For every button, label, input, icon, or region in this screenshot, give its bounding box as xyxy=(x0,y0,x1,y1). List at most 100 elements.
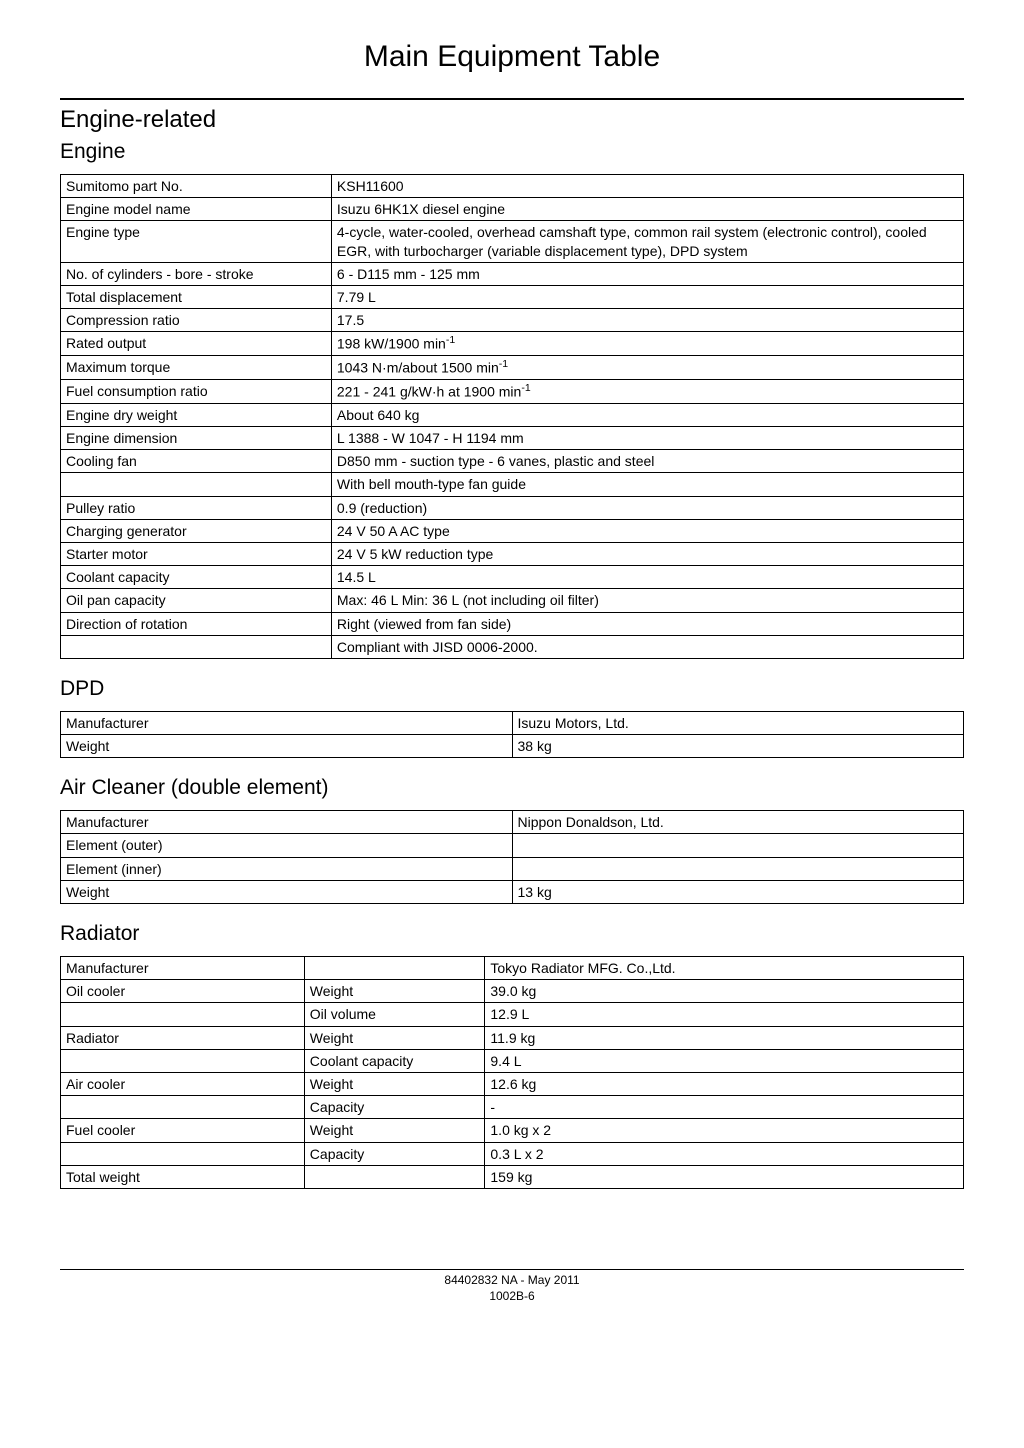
cell-label: No. of cylinders - bore - stroke xyxy=(61,262,332,285)
table-row: Air coolerWeight12.6 kg xyxy=(61,1072,964,1095)
radiator-table: Manufacturer Tokyo Radiator MFG. Co.,Ltd.… xyxy=(60,956,964,1189)
table-row: RadiatorWeight11.9 kg xyxy=(61,1026,964,1049)
cell xyxy=(61,1142,305,1165)
table-row: Sumitomo part No.KSH11600 xyxy=(61,175,964,198)
cell-label: Engine type xyxy=(61,221,332,262)
cell: Oil volume xyxy=(304,1003,485,1026)
table-row: Cooling fanD850 mm - suction type - 6 va… xyxy=(61,450,964,473)
cell: 159 kg xyxy=(485,1165,964,1188)
cell-label: Element (outer) xyxy=(61,834,513,857)
table-row: Total weight 159 kg xyxy=(61,1165,964,1188)
table-row: Weight13 kg xyxy=(61,880,964,903)
cell: 39.0 kg xyxy=(485,980,964,1003)
footer-line1: 84402832 NA - May 2011 xyxy=(60,1273,964,1289)
cell-label: Direction of rotation xyxy=(61,612,332,635)
cell xyxy=(61,1049,305,1072)
page-title: Main Equipment Table xyxy=(60,40,964,74)
table-row: Engine dry weightAbout 640 kg xyxy=(61,403,964,426)
cell-label: Engine dry weight xyxy=(61,403,332,426)
cell xyxy=(61,1096,305,1119)
air-cleaner-title: Air Cleaner (double element) xyxy=(60,776,964,800)
table-row: ManufacturerNippon Donaldson, Ltd. xyxy=(61,811,964,834)
cell: Capacity xyxy=(304,1142,485,1165)
dpd-table: ManufacturerIsuzu Motors, Ltd.Weight38 k… xyxy=(60,711,964,758)
top-rule xyxy=(60,98,964,100)
table-row: Total displacement7.79 L xyxy=(61,285,964,308)
table-row: Direction of rotationRight (viewed from … xyxy=(61,612,964,635)
cell-label: Engine dimension xyxy=(61,427,332,450)
engine-title: Engine xyxy=(60,140,964,164)
table-row: Engine model nameIsuzu 6HK1X diesel engi… xyxy=(61,198,964,221)
cell-value: 14.5 L xyxy=(331,566,963,589)
cell: Weight xyxy=(304,1119,485,1142)
table-row: Fuel consumption ratio221 - 241 g/kW·h a… xyxy=(61,380,964,404)
cell: Capacity xyxy=(304,1096,485,1119)
cell-label: Weight xyxy=(61,735,513,758)
cell-label: Weight xyxy=(61,880,513,903)
table-row: Engine dimensionL 1388 - W 1047 - H 1194… xyxy=(61,427,964,450)
cell: 9.4 L xyxy=(485,1049,964,1072)
cell xyxy=(61,1003,305,1026)
cell-value: 4-cycle, water-cooled, overhead camshaft… xyxy=(331,221,963,262)
table-row: Oil coolerWeight39.0 kg xyxy=(61,980,964,1003)
table-row: Compression ratio17.5 xyxy=(61,309,964,332)
cell: Weight xyxy=(304,1072,485,1095)
cell: Total weight xyxy=(61,1165,305,1188)
cell: Weight xyxy=(304,980,485,1003)
footer: 84402832 NA - May 2011 1002B-6 xyxy=(60,1269,964,1304)
cell-label: Manufacturer xyxy=(61,711,513,734)
cell-label: Oil pan capacity xyxy=(61,589,332,612)
cell-value: 17.5 xyxy=(331,309,963,332)
cell: Fuel cooler xyxy=(61,1119,305,1142)
footer-line2: 1002B-6 xyxy=(60,1289,964,1305)
cell-label: Cooling fan xyxy=(61,450,332,473)
cell-label: Sumitomo part No. xyxy=(61,175,332,198)
table-row: ManufacturerIsuzu Motors, Ltd. xyxy=(61,711,964,734)
cell-label: Total displacement xyxy=(61,285,332,308)
cell: 0.3 L x 2 xyxy=(485,1142,964,1165)
table-row: Element (inner) xyxy=(61,857,964,880)
table-row: Engine type4-cycle, water-cooled, overhe… xyxy=(61,221,964,262)
cell-value: 24 V 5 kW reduction type xyxy=(331,542,963,565)
cell-label: Rated output xyxy=(61,332,332,356)
table-row: Element (outer) xyxy=(61,834,964,857)
cell-label: Starter motor xyxy=(61,542,332,565)
table-row: Charging generator24 V 50 A AC type xyxy=(61,519,964,542)
cell xyxy=(304,1165,485,1188)
cell: Manufacturer xyxy=(61,957,305,980)
air-cleaner-table: ManufacturerNippon Donaldson, Ltd.Elemen… xyxy=(60,810,964,904)
table-row: Rated output198 kW/1900 min-1 xyxy=(61,332,964,356)
cell-label: Fuel consumption ratio xyxy=(61,380,332,404)
cell-value: Compliant with JISD 0006-2000. xyxy=(331,635,963,658)
cell-label: Maximum torque xyxy=(61,356,332,380)
dpd-title: DPD xyxy=(60,677,964,701)
cell-value: 7.79 L xyxy=(331,285,963,308)
cell: - xyxy=(485,1096,964,1119)
table-row: Starter motor24 V 5 kW reduction type xyxy=(61,542,964,565)
cell-label: Manufacturer xyxy=(61,811,513,834)
cell xyxy=(304,957,485,980)
table-row: Maximum torque1043 N·m/about 1500 min-1 xyxy=(61,356,964,380)
cell: 12.6 kg xyxy=(485,1072,964,1095)
cell-value: With bell mouth-type fan guide xyxy=(331,473,963,496)
table-row: Weight38 kg xyxy=(61,735,964,758)
cell: Tokyo Radiator MFG. Co.,Ltd. xyxy=(485,957,964,980)
engine-table: Sumitomo part No.KSH11600Engine model na… xyxy=(60,174,964,659)
cell-value: About 640 kg xyxy=(331,403,963,426)
cell-value: Nippon Donaldson, Ltd. xyxy=(512,811,964,834)
cell: Coolant capacity xyxy=(304,1049,485,1072)
table-row: Capacity0.3 L x 2 xyxy=(61,1142,964,1165)
cell-value: KSH11600 xyxy=(331,175,963,198)
table-row: Pulley ratio0.9 (reduction) xyxy=(61,496,964,519)
cell: 11.9 kg xyxy=(485,1026,964,1049)
cell: Oil cooler xyxy=(61,980,305,1003)
cell-value xyxy=(512,834,964,857)
cell: Weight xyxy=(304,1026,485,1049)
table-row: Compliant with JISD 0006-2000. xyxy=(61,635,964,658)
cell-value xyxy=(512,857,964,880)
table-row: Coolant capacity9.4 L xyxy=(61,1049,964,1072)
table-row: Oil volume12.9 L xyxy=(61,1003,964,1026)
cell: 1.0 kg x 2 xyxy=(485,1119,964,1142)
cell-value: 38 kg xyxy=(512,735,964,758)
cell-label: Pulley ratio xyxy=(61,496,332,519)
